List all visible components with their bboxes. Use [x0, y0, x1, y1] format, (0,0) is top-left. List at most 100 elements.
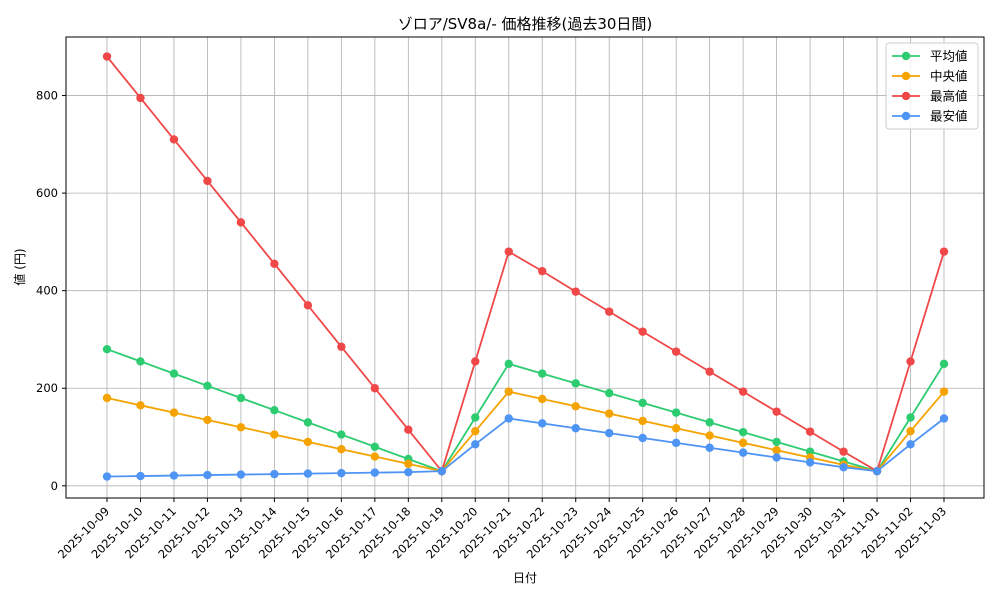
legend-label: 中央値: [930, 69, 968, 84]
data-point: [772, 407, 781, 416]
series-line: [106, 390, 945, 473]
data-point: [236, 423, 246, 432]
data-point: [538, 419, 547, 428]
data-point: [571, 287, 580, 296]
data-point: [169, 408, 179, 417]
data-point: [102, 472, 112, 481]
y-tick-label: 600: [36, 186, 58, 200]
y-tick-label: 800: [36, 89, 58, 103]
y-tick-label: 0: [51, 479, 58, 493]
data-point: [638, 398, 647, 408]
legend-marker: [901, 51, 911, 61]
data-point: [705, 418, 714, 427]
data-point: [303, 437, 313, 447]
grid-lines: [66, 37, 984, 498]
legend-box: [885, 42, 979, 130]
y-axis: 0 200 400 600 800: [36, 89, 66, 493]
data-point: [671, 424, 681, 433]
data-point: [102, 52, 112, 61]
data-point: [939, 247, 949, 256]
series-3: [102, 414, 949, 481]
data-point: [538, 394, 547, 404]
data-point: [370, 452, 380, 461]
data-point: [906, 440, 915, 449]
data-point: [370, 468, 380, 477]
data-point: [605, 409, 614, 418]
data-point: [102, 393, 112, 403]
data-point: [605, 428, 614, 438]
data-point: [471, 413, 480, 422]
data-point: [906, 426, 915, 436]
data-point: [638, 416, 647, 426]
y-axis-label: 値 (円): [12, 248, 27, 285]
data-point: [303, 301, 313, 310]
data-point: [705, 443, 714, 452]
data-point: [939, 359, 949, 369]
data-point: [772, 453, 781, 462]
legend-marker: [901, 111, 911, 121]
legend-label: 平均値: [930, 49, 968, 64]
data-point: [169, 369, 179, 378]
data-point: [471, 357, 480, 366]
data-point: [370, 442, 380, 451]
data-point: [136, 93, 145, 103]
legend-label: 最高値: [930, 89, 968, 104]
legend-marker: [901, 91, 911, 101]
data-point: [337, 342, 346, 351]
data-point: [504, 387, 513, 396]
y-tick-label: 400: [36, 284, 58, 298]
data-point: [203, 415, 212, 425]
data-point: [337, 468, 346, 478]
series-line: [106, 417, 945, 478]
plot-frame: [65, 36, 985, 499]
data-point: [671, 438, 681, 448]
data-point: [471, 426, 480, 436]
data-point: [203, 381, 212, 390]
data-point: [437, 466, 446, 476]
data-point: [270, 430, 279, 439]
legend-marker: [901, 71, 911, 81]
data-point: [236, 470, 246, 479]
data-point: [270, 405, 279, 415]
series-line: [106, 55, 945, 474]
data-point: [671, 347, 681, 356]
data-point: [705, 367, 714, 376]
data-point: [337, 445, 346, 454]
series-lines: [102, 52, 949, 481]
data-point: [136, 357, 145, 366]
series-2: [102, 52, 949, 476]
data-point: [571, 424, 580, 433]
data-point: [638, 433, 647, 443]
data-point: [404, 459, 413, 469]
data-point: [605, 388, 614, 398]
data-point: [538, 266, 547, 276]
data-point: [538, 369, 547, 378]
series-0: [102, 345, 949, 476]
data-point: [169, 135, 179, 144]
data-point: [404, 467, 413, 477]
data-point: [738, 387, 748, 396]
data-point: [404, 425, 413, 434]
data-point: [270, 259, 279, 269]
data-point: [605, 307, 614, 316]
data-point: [906, 413, 915, 422]
data-point: [638, 327, 647, 336]
data-point: [136, 401, 145, 410]
data-point: [906, 357, 915, 366]
x-axis: 2025-10-092025-10-102025-10-112025-10-12…: [55, 498, 949, 561]
data-point: [236, 393, 246, 403]
data-point: [839, 463, 848, 472]
data-point: [571, 402, 580, 411]
data-point: [169, 471, 179, 480]
data-point: [303, 418, 313, 427]
data-point: [136, 471, 145, 481]
data-point: [270, 469, 279, 479]
chart-title: ゾロア/SV8a/- 価格推移(過去30日間): [398, 15, 653, 33]
data-point: [337, 430, 346, 439]
data-point: [571, 379, 580, 388]
series-line: [106, 348, 945, 473]
data-point: [203, 470, 212, 480]
data-point: [370, 384, 380, 393]
legend-label: 最安値: [930, 109, 968, 124]
